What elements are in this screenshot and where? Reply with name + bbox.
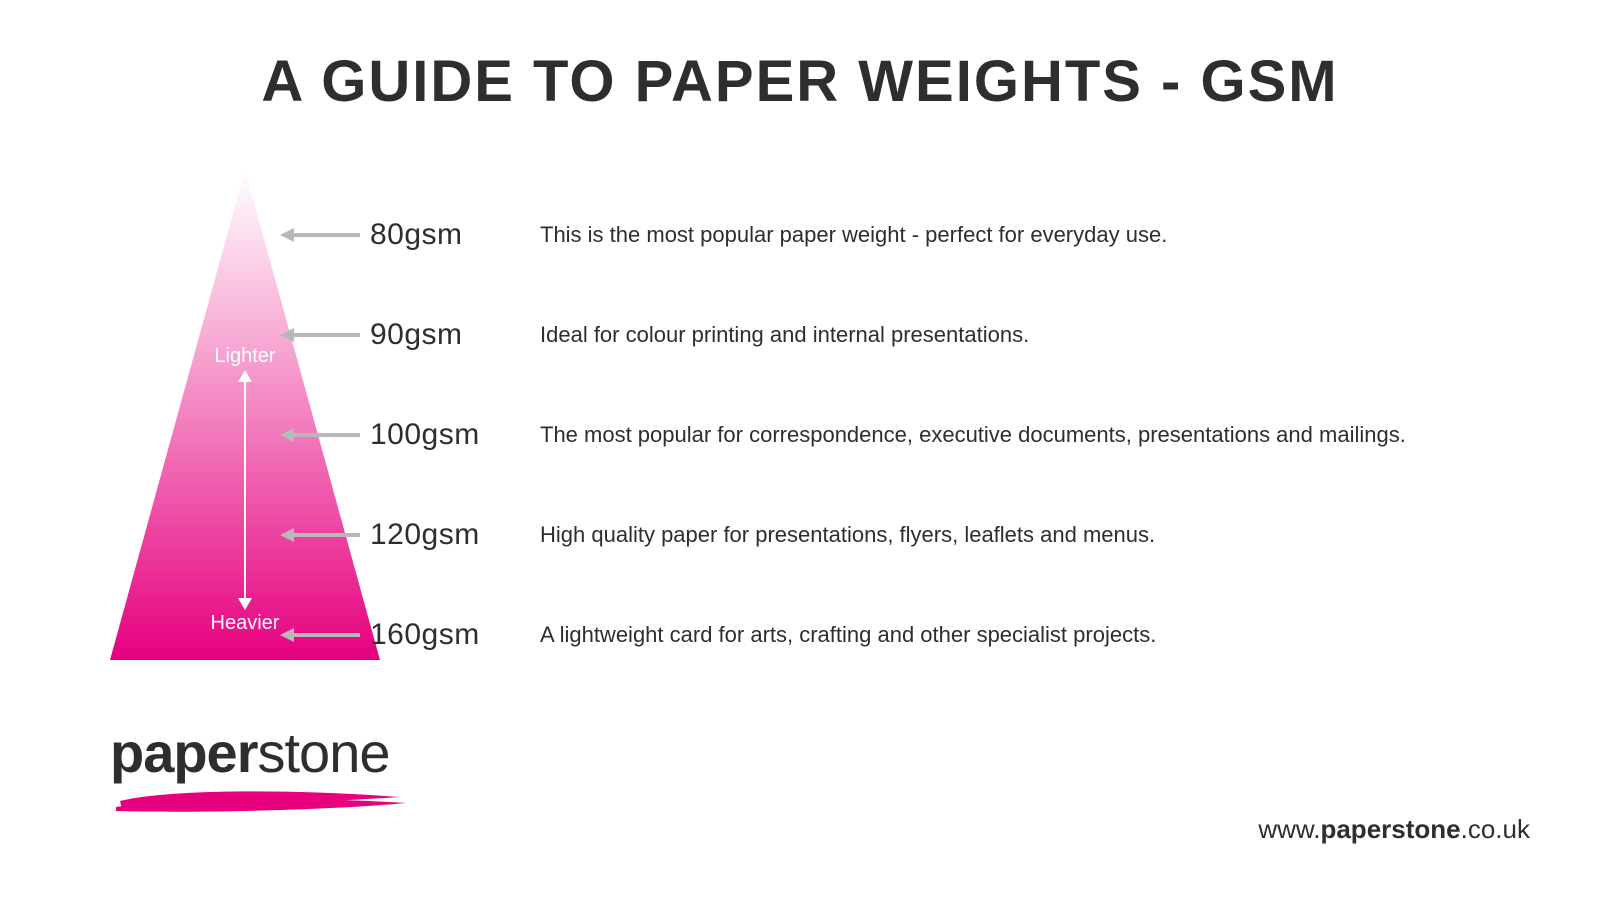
arrow-left-icon — [280, 228, 370, 242]
logo-bold-part: paper — [110, 721, 258, 784]
logo-light-part: stone — [258, 721, 390, 784]
page-title: A GUIDE TO PAPER WEIGHTS - GSM — [0, 48, 1600, 115]
weight-description: This is the most popular paper weight - … — [520, 222, 1167, 248]
triangle-vertical-arrow — [244, 380, 246, 600]
brand-url: www.paperstone.co.uk — [1258, 814, 1530, 845]
url-suffix: .co.uk — [1461, 814, 1530, 844]
weight-value: 100gsm — [370, 418, 520, 452]
weight-description: High quality paper for presentations, fl… — [520, 522, 1155, 548]
weight-row: 90gsm Ideal for colour printing and inte… — [280, 285, 1560, 385]
brand-logo-text: paperstone — [110, 720, 410, 785]
weight-description: The most popular for correspondence, exe… — [520, 422, 1406, 448]
weight-value: 160gsm — [370, 618, 520, 652]
arrow-left-icon — [280, 328, 370, 342]
weight-value: 90gsm — [370, 318, 520, 352]
arrow-left-icon — [280, 628, 370, 642]
logo-underline-icon — [110, 783, 410, 815]
weight-description: A lightweight card for arts, crafting an… — [520, 622, 1156, 648]
weight-rows: 80gsm This is the most popular paper wei… — [280, 185, 1560, 685]
weight-value: 80gsm — [370, 218, 520, 252]
weight-value: 120gsm — [370, 518, 520, 552]
arrow-left-icon — [280, 528, 370, 542]
url-bold: paperstone — [1320, 814, 1460, 844]
weight-row: 80gsm This is the most popular paper wei… — [280, 185, 1560, 285]
url-prefix: www. — [1258, 814, 1320, 844]
weight-description: Ideal for colour printing and internal p… — [520, 322, 1029, 348]
arrow-left-icon — [280, 428, 370, 442]
weight-row: 100gsm The most popular for corresponden… — [280, 385, 1560, 485]
weight-row: 120gsm High quality paper for presentati… — [280, 485, 1560, 585]
weight-row: 160gsm A lightweight card for arts, craf… — [280, 585, 1560, 685]
brand-logo: paperstone — [110, 720, 410, 815]
